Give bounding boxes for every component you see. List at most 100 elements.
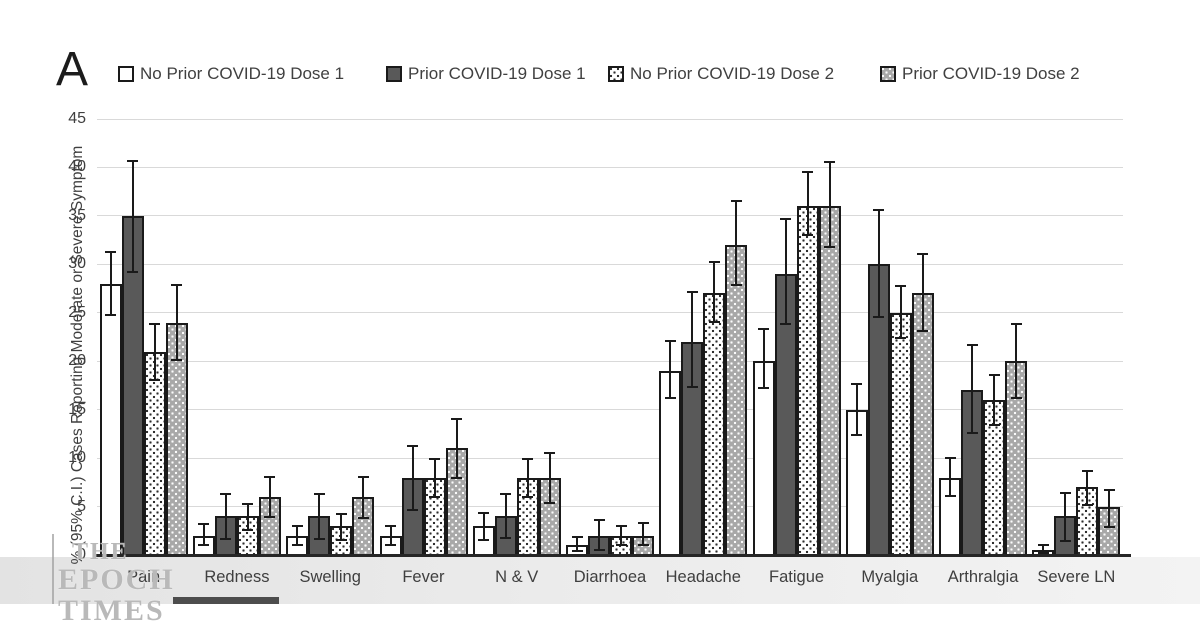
gridline	[97, 215, 1123, 217]
error-bar	[1064, 493, 1067, 541]
error-bar-cap	[802, 234, 813, 237]
error-bar-cap	[385, 544, 396, 547]
bar-white-dotted-n-v	[516, 477, 539, 555]
y-axis-title: % (95% C.I.) Cases Reporting Moderate or…	[69, 145, 86, 565]
error-bar-cap	[851, 382, 863, 385]
y-axis-tick-label: 40	[68, 158, 86, 176]
error-bar-cap	[637, 522, 649, 524]
error-bar-cap	[824, 245, 835, 248]
x-axis-label: Myalgia	[861, 568, 919, 586]
error-bar-cap	[873, 315, 885, 318]
error-bar	[318, 494, 321, 539]
x-axis-label: Redness	[204, 568, 270, 586]
error-bar-cap	[730, 200, 742, 203]
bar-gray-dotted-fatigue	[818, 206, 841, 555]
error-bar	[1015, 324, 1018, 398]
error-bar-cap	[522, 458, 534, 461]
error-bar-cap	[1037, 552, 1049, 555]
error-bar-cap	[664, 397, 676, 399]
error-bar-cap	[873, 209, 885, 212]
error-bar	[784, 218, 787, 325]
error-bar	[971, 344, 974, 433]
x-axis-line	[93, 554, 1131, 557]
error-bar-cap	[966, 431, 978, 434]
legend-item-prior-dose-2: Prior COVID-19 Dose 2	[880, 64, 1080, 84]
bar-white-dotted-headache	[703, 293, 726, 555]
error-bar-cap	[451, 476, 462, 479]
error-bar-cap	[544, 501, 556, 504]
panel-label: A	[56, 43, 89, 96]
error-bar-cap	[708, 261, 720, 264]
gridline	[97, 166, 1123, 168]
error-bar-cap	[220, 537, 232, 540]
error-bar-cap	[851, 433, 863, 436]
error-bar-cap	[615, 544, 627, 547]
error-bar-cap	[824, 160, 835, 163]
legend-swatch-white-icon	[118, 66, 134, 82]
x-axis-label: Diarrhoea	[573, 568, 647, 586]
error-bar-cap	[988, 373, 1000, 376]
error-bar	[921, 253, 924, 332]
error-bar	[691, 291, 694, 388]
error-bar-cap	[264, 516, 276, 519]
error-bar-cap	[944, 457, 956, 460]
legend-swatch-dark-gray-icon	[386, 66, 402, 82]
error-bar	[268, 476, 271, 518]
error-bar	[202, 524, 205, 546]
error-bar-cap	[313, 493, 325, 495]
error-bar-cap	[917, 252, 929, 255]
error-bar	[526, 459, 529, 497]
error-bar	[762, 329, 765, 389]
error-bar	[153, 324, 156, 380]
error-bar	[362, 476, 365, 519]
error-bar	[1042, 545, 1045, 554]
error-bar-cap	[895, 284, 907, 287]
error-bar	[620, 525, 622, 546]
error-bar-cap	[500, 493, 512, 495]
x-axis-label: Swelling	[299, 568, 361, 586]
bar-gray-dotted-severe-ln	[1098, 506, 1121, 555]
bar-white-dotted-arthralgia	[983, 400, 1006, 555]
error-bar	[455, 419, 458, 478]
error-bar-cap	[758, 328, 769, 331]
error-bar-cap	[242, 528, 254, 531]
error-bar-cap	[105, 313, 117, 316]
error-bar-cap	[895, 337, 907, 339]
error-bar-cap	[313, 537, 325, 540]
error-bar	[899, 285, 902, 338]
error-bar-cap	[1010, 397, 1022, 399]
error-bar-cap	[571, 535, 583, 538]
error-bar-cap	[1037, 544, 1049, 547]
error-bar	[109, 251, 112, 315]
error-bar	[993, 374, 996, 426]
error-bar-cap	[571, 550, 583, 553]
bar-white-fatigue	[752, 361, 775, 555]
y-axis-tick-label: 20	[68, 352, 86, 370]
error-bar-cap	[544, 452, 556, 455]
error-bar-cap	[171, 283, 183, 286]
error-bar-cap	[522, 495, 534, 498]
error-bar-cap	[780, 323, 791, 326]
legend-label: No Prior COVID-19 Dose 1	[140, 64, 345, 83]
gridline	[97, 263, 1123, 265]
chart-legend: No Prior COVID-19 Dose 1 Prior COVID-19 …	[0, 64, 1200, 88]
x-axis-label: Fatigue	[769, 568, 825, 586]
error-bar-cap	[357, 517, 369, 520]
error-bar-cap	[242, 502, 254, 505]
x-axis-label: N & V	[495, 568, 539, 586]
y-axis-tick-label: 15	[68, 400, 86, 418]
error-bar	[340, 514, 343, 540]
error-bar-cap	[730, 283, 742, 286]
bar-gray-dotted-n-v	[538, 477, 561, 555]
gridline	[97, 457, 1123, 459]
error-bar-cap	[615, 524, 627, 527]
bar-gray-dotted-redness	[258, 496, 281, 555]
bar-gray-dotted-pain	[165, 322, 188, 555]
legend-item-no-prior-dose-1: No Prior COVID-19 Dose 1	[118, 64, 344, 84]
error-bar	[548, 453, 551, 503]
error-bar-cap	[593, 519, 605, 522]
y-axis-tick-label: 25	[68, 303, 86, 321]
error-bar-cap	[966, 343, 978, 346]
bar-white-pain	[99, 283, 122, 555]
error-bar	[669, 340, 672, 399]
